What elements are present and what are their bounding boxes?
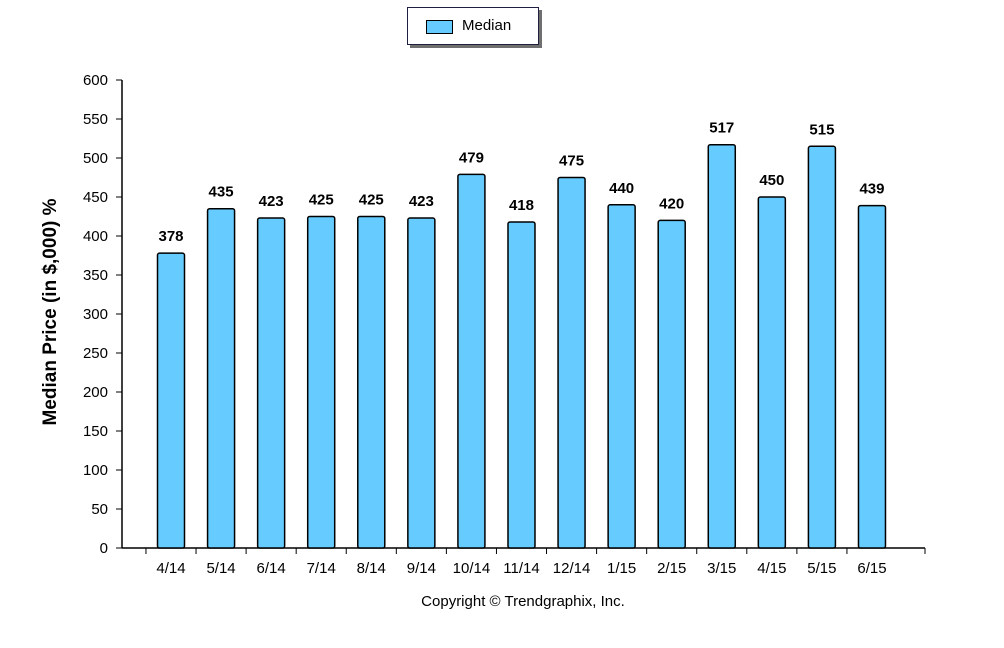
data-label: 515 [809,121,834,138]
x-tick-label: 7/14 [307,560,336,577]
y-tick-label: 500 [83,150,108,167]
bar [857,204,887,549]
y-tick-label: 150 [83,423,108,440]
y-tick-label: 350 [83,267,108,284]
y-tick-label: 100 [83,462,108,479]
bar [507,221,536,549]
y-tick-label: 300 [83,306,108,323]
data-labels: 378 435 423 425 425 423 479 418 475 440 420 517 450 5… [158,120,884,245]
data-label: 425 [359,192,384,209]
data-label: 440 [609,180,634,197]
x-tick-label: 9/14 [407,560,436,577]
legend-label: Median [462,17,512,34]
y-tick-label: 0 [100,540,108,557]
x-tick-label: 8/14 [357,560,386,577]
bar [657,219,686,549]
x-axis: 4/14 5/14 6/14 7/14 8/14 9/14 10/14 11/14 12/14 1… [122,547,926,577]
y-tick-label: 50 [91,501,108,518]
data-label: 378 [158,228,183,245]
y-axis: 0 50 100 150 200 250 300 350 400 450 500 550 600 [83,72,123,557]
data-label: 450 [759,172,784,189]
data-label: 423 [409,193,434,210]
x-tick-label: 10/14 [453,560,491,577]
data-label: 475 [559,153,584,170]
bar [156,252,186,549]
x-tick-label: 6/14 [257,560,286,577]
bars [156,143,887,549]
x-tick-label: 3/15 [707,560,736,577]
bar [256,217,286,549]
y-tick-label: 550 [83,111,108,128]
x-tick-label: 11/14 [503,560,539,577]
bar [407,217,436,549]
bar [607,204,636,549]
x-tick-label: 4/14 [156,560,185,577]
x-tick-label: 4/15 [757,560,786,577]
data-label: 479 [459,149,484,166]
x-tick-label: 6/15 [857,560,886,577]
data-label: 425 [309,192,334,209]
y-tick-label: 600 [83,72,108,89]
legend: Median [407,7,539,45]
data-label: 517 [709,120,734,137]
bar [807,145,837,549]
data-label: 435 [209,184,234,201]
x-tick-label: 5/15 [807,560,836,577]
bar [707,143,737,549]
bar [357,215,386,549]
y-axis-label: Median Price (in $,000) % [40,198,61,426]
data-label: 439 [859,181,884,198]
bar [457,173,486,549]
x-tick-label: 5/14 [206,560,235,577]
bar [757,196,787,549]
y-tick-label: 400 [83,228,108,245]
data-label: 423 [259,193,284,210]
bar [206,207,236,549]
y-tick-label: 250 [83,345,108,362]
x-tick-label: 2/15 [657,560,686,577]
bar [306,215,336,549]
legend-swatch [426,20,453,34]
data-label: 418 [509,197,534,214]
y-tick-label: 200 [83,384,108,401]
x-tick-label: 1/15 [607,560,636,577]
data-label: 420 [659,195,684,212]
x-tick-label: 12/14 [553,560,591,577]
bar [557,176,586,549]
y-tick-label: 450 [83,189,108,206]
copyright-text: Copyright © Trendgraphix, Inc. [421,593,625,610]
